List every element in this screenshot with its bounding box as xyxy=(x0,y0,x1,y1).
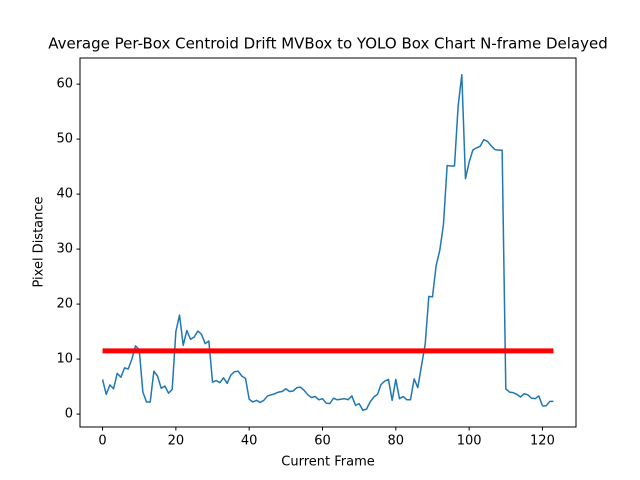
y-tick-label: 50 xyxy=(56,132,73,147)
x-tick-label: 0 xyxy=(98,434,106,449)
y-tick-label: 10 xyxy=(56,352,73,367)
x-tick-label: 100 xyxy=(457,434,482,449)
y-tick-label: 40 xyxy=(56,187,73,202)
chart-title: Average Per-Box Centroid Drift MVBox to … xyxy=(48,35,607,53)
x-axis-label: Current Frame xyxy=(281,455,374,470)
x-tick-label: 20 xyxy=(168,434,185,449)
data-line xyxy=(101,74,554,411)
y-tick-label: 20 xyxy=(56,297,73,312)
y-tick-label: 30 xyxy=(56,242,73,257)
y-tick-label: 0 xyxy=(65,407,73,422)
x-tick-label: 80 xyxy=(388,434,405,449)
x-tick-label: 120 xyxy=(530,434,555,449)
x-tick-label: 40 xyxy=(241,434,258,449)
y-axis-label: Pixel Distance xyxy=(32,196,47,287)
x-tick-label: 60 xyxy=(314,434,331,449)
y-tick-label: 60 xyxy=(56,77,73,92)
axes-frame xyxy=(79,57,577,428)
